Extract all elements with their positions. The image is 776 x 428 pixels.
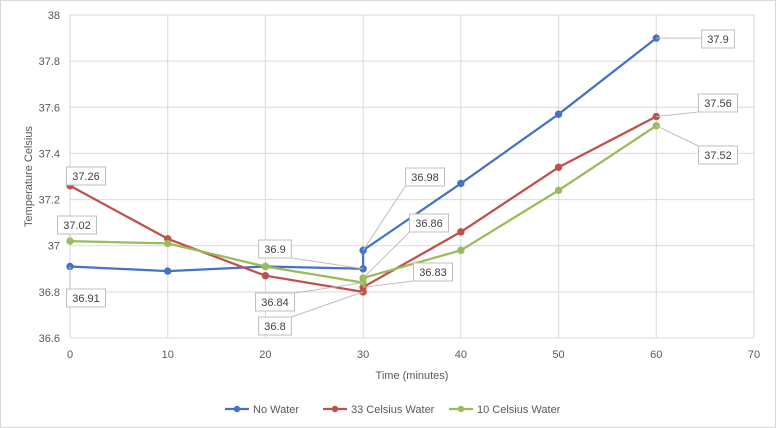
series-33-celsius-water <box>66 112 660 296</box>
data-label: 36.84 <box>255 282 364 312</box>
data-label-text: 37.02 <box>63 220 91 232</box>
data-label-box <box>701 29 735 49</box>
x-axis-title: Time (minutes) <box>376 370 449 382</box>
data-point[interactable] <box>261 272 270 280</box>
data-point[interactable] <box>554 186 563 195</box>
legend-item[interactable]: 10 Celsius Water <box>449 404 561 416</box>
data-label-text: 36.83 <box>419 267 447 279</box>
data-label-text: 36.8 <box>264 321 285 333</box>
y-tick-label: 37.2 <box>39 195 60 207</box>
data-label-leader <box>291 257 364 270</box>
x-tick-label: 30 <box>357 349 369 361</box>
data-label-text: 36.86 <box>415 218 443 230</box>
data-point[interactable] <box>554 163 563 171</box>
legend-marker <box>331 405 339 413</box>
legend: No Water 33 Celsius Water 10 Celsius Water <box>225 404 561 416</box>
data-label-leader <box>362 185 406 251</box>
y-tick-label: 37.8 <box>39 56 60 68</box>
data-point[interactable] <box>261 262 270 271</box>
data-label-box <box>409 213 449 233</box>
data-label-box <box>255 292 295 312</box>
data-label-box <box>405 167 445 187</box>
data-point[interactable] <box>164 239 172 248</box>
data-label-box <box>57 215 97 235</box>
data-label-leader <box>363 280 414 288</box>
data-point[interactable] <box>457 246 465 255</box>
y-tick-label: 36.6 <box>39 333 60 345</box>
data-label-box <box>413 262 453 282</box>
data-label-text: 36.9 <box>264 244 285 256</box>
data-label-leader <box>656 125 699 147</box>
data-label: 37.26 <box>66 166 106 186</box>
y-axis-title: Temperature Celsius <box>23 126 35 227</box>
series-layer <box>66 34 660 296</box>
data-label-text: 37.52 <box>704 150 732 162</box>
data-label: 37.02 <box>57 215 97 242</box>
data-label-leader <box>656 111 699 118</box>
y-tick-label: 38 <box>48 10 60 22</box>
data-label-box <box>258 239 292 259</box>
data-label: 36.86 <box>362 213 449 279</box>
data-label-box <box>66 288 106 308</box>
legend-label: No Water <box>253 404 299 416</box>
data-label-text: 36.91 <box>72 293 100 305</box>
data-label: 36.8 <box>258 291 364 336</box>
data-label: 36.98 <box>362 167 445 251</box>
legend-item[interactable]: 33 Celsius Water <box>323 404 435 416</box>
legend-marker <box>233 405 241 413</box>
data-label-text: 36.84 <box>261 297 289 309</box>
data-label-leader <box>362 231 410 279</box>
legend-item[interactable]: No Water <box>225 404 299 416</box>
data-point[interactable] <box>359 246 367 255</box>
data-label: 36.83 <box>363 262 453 288</box>
x-tick-label: 40 <box>455 349 467 361</box>
x-tick-label: 70 <box>748 349 760 361</box>
data-label-box <box>66 166 106 186</box>
data-label-box <box>698 93 738 113</box>
x-tick-label: 20 <box>259 349 271 361</box>
y-tick-label: 37.4 <box>39 148 60 160</box>
data-label: 37.52 <box>656 125 738 165</box>
legend-label: 33 Celsius Water <box>351 404 435 416</box>
series-line <box>69 37 657 273</box>
tick-labels: 36.6 36.8 37 37.2 37.4 37.6 37.8 38 0 10 20 30 40 50 6… <box>39 10 761 361</box>
data-label-text: 37.56 <box>704 98 732 110</box>
data-label: 36.9 <box>258 239 364 270</box>
data-label: 37.9 <box>656 29 735 49</box>
legend-label: 10 Celsius Water <box>477 404 561 416</box>
y-tick-label: 36.8 <box>39 287 60 299</box>
y-tick-label: 37 <box>48 241 60 253</box>
data-label-leader <box>294 282 364 294</box>
x-tick-label: 10 <box>162 349 174 361</box>
x-tick-label: 0 <box>67 349 73 361</box>
legend-marker <box>457 405 465 413</box>
data-label-box <box>698 145 738 165</box>
y-tick-label: 37.6 <box>39 102 60 114</box>
data-label-text: 37.26 <box>72 171 100 183</box>
x-tick-label: 60 <box>650 349 662 361</box>
data-label-box <box>258 316 292 336</box>
data-point[interactable] <box>554 110 563 118</box>
data-label-text: 36.98 <box>411 172 439 184</box>
data-label-text: 37.9 <box>707 34 728 46</box>
data-point[interactable] <box>457 179 465 188</box>
data-label-leader <box>291 291 364 318</box>
data-point[interactable] <box>164 267 172 275</box>
data-labels: 37.26 37.02 36.91 36.98 36.86 36.9 36.83 36.84 3… <box>57 29 738 336</box>
data-point[interactable] <box>457 228 465 236</box>
x-tick-label: 50 <box>552 349 564 361</box>
data-label: 36.91 <box>66 266 106 308</box>
series-10-celsius-water <box>66 122 660 287</box>
data-label: 37.56 <box>656 93 738 118</box>
